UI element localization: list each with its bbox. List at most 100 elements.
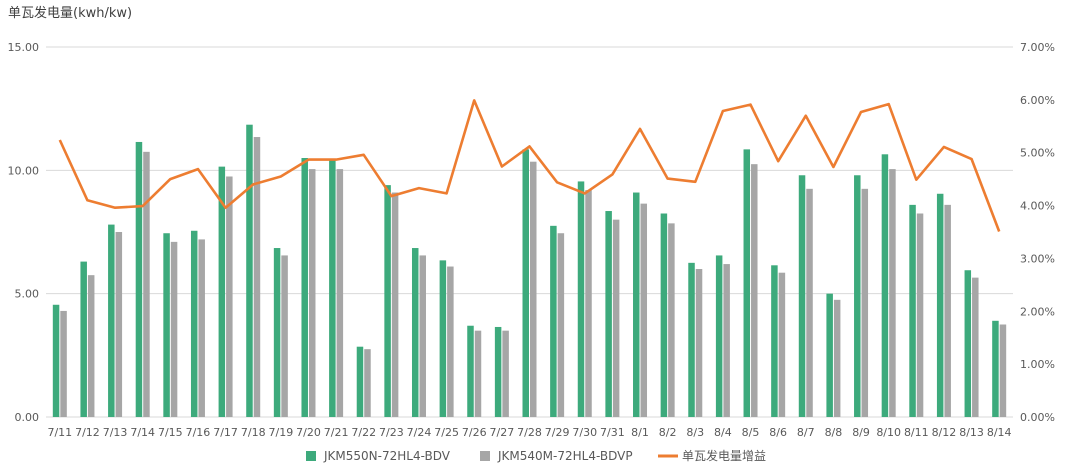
right-tick-label: 1.00% — [1020, 358, 1055, 371]
chart-title: 单瓦发电量(kwh/kw) — [8, 5, 132, 21]
x-tick-label: 8/10 — [876, 426, 901, 439]
x-tick-label: 8/7 — [797, 426, 815, 439]
bar-jkm550n — [550, 225, 557, 417]
left-tick-label: 0.00 — [15, 411, 40, 424]
bar-jkm540m — [861, 188, 869, 417]
left-tick-label: 5.00 — [15, 288, 40, 301]
x-axis: 7/11 7/12 7/13 7/14 7/15 7/16 7/17 7/18 7/19 7/20… — [47, 426, 1011, 439]
right-tick-label: 7.00% — [1020, 41, 1055, 54]
bar-jkm540m — [972, 277, 979, 417]
x-tick-label: 7/13 — [103, 426, 128, 439]
bar-jkm540m — [695, 269, 703, 417]
bar-jkm550n — [384, 185, 391, 417]
bar-jkm540m — [419, 255, 426, 417]
x-tick-label: 8/2 — [659, 426, 677, 439]
x-tick-label: 7/17 — [213, 426, 238, 439]
bar-jkm550n — [715, 255, 723, 417]
x-tick-label: 8/14 — [987, 426, 1012, 439]
right-tick-label: 0.00% — [1020, 411, 1055, 424]
x-tick-label: 7/22 — [351, 426, 376, 439]
bar-jkm550n — [605, 211, 612, 417]
bar-jkm550n — [881, 154, 889, 418]
x-tick-label: 7/14 — [130, 426, 155, 439]
bar-jkm540m — [778, 272, 786, 417]
bar-series — [52, 124, 1007, 418]
gridlines — [46, 46, 1013, 418]
bar-jkm540m — [916, 213, 924, 417]
left-axis: 0.00 5.00 10.00 15.00 — [8, 41, 40, 424]
bar-jkm550n — [411, 248, 419, 417]
bar-jkm540m — [143, 151, 150, 418]
bar-jkm550n — [522, 149, 529, 417]
legend-swatch — [480, 451, 490, 461]
bar-jkm550n — [992, 320, 999, 417]
bar-jkm550n — [743, 149, 751, 417]
legend-label: 单瓦发电量增益 — [682, 448, 766, 463]
x-tick-label: 7/29 — [545, 426, 570, 439]
x-tick-label: 7/11 — [47, 426, 72, 439]
x-tick-label: 8/1 — [631, 426, 649, 439]
bar-jkm540m — [585, 190, 592, 417]
x-tick-label: 8/9 — [852, 426, 870, 439]
bar-jkm550n — [467, 325, 474, 417]
bar-jkm540m — [751, 164, 758, 417]
x-tick-label: 7/24 — [407, 426, 432, 439]
bar-jkm540m — [557, 233, 565, 417]
right-tick-label: 3.00% — [1020, 252, 1055, 265]
bar-jkm550n — [688, 262, 695, 417]
x-tick-label: 8/6 — [769, 426, 787, 439]
legend-label: JKM550N-72HL4-BDV — [323, 449, 451, 463]
x-tick-label: 8/13 — [959, 426, 984, 439]
bar-jkm540m — [640, 203, 648, 417]
bar-jkm540m — [170, 241, 178, 417]
x-tick-label: 7/30 — [572, 426, 597, 439]
bar-jkm550n — [301, 158, 308, 417]
bar-jkm550n — [135, 141, 143, 417]
right-tick-label: 2.00% — [1020, 305, 1055, 318]
x-tick-label: 8/12 — [932, 426, 957, 439]
legend-label: JKM540M-72HL4-BDVP — [497, 449, 633, 463]
bar-jkm550n — [826, 293, 833, 417]
x-tick-label: 7/20 — [296, 426, 321, 439]
bar-jkm550n — [52, 304, 60, 417]
bar-jkm540m — [889, 169, 896, 417]
bar-jkm550n — [246, 124, 253, 417]
bar-jkm540m — [612, 219, 620, 417]
left-tick-label: 15.00 — [8, 41, 40, 54]
bar-jkm540m — [281, 255, 288, 417]
bar-jkm550n — [854, 175, 861, 417]
bar-jkm550n — [108, 224, 115, 417]
bar-jkm550n — [494, 326, 502, 417]
bar-jkm550n — [633, 192, 640, 417]
bar-jkm550n — [771, 265, 778, 417]
right-axis: 0.00% 1.00% 2.00% 3.00% 4.00% 5.00% 6.00% 7.00% — [1020, 41, 1055, 424]
bar-jkm540m — [87, 275, 95, 417]
bar-jkm550n — [80, 261, 87, 417]
bar-jkm550n — [660, 213, 668, 417]
x-tick-label: 8/11 — [904, 426, 929, 439]
x-tick-label: 7/23 — [379, 426, 404, 439]
x-tick-label: 8/5 — [742, 426, 760, 439]
x-tick-label: 7/31 — [600, 426, 625, 439]
bar-jkm550n — [273, 248, 281, 417]
x-tick-label: 7/28 — [517, 426, 542, 439]
bar-jkm550n — [190, 230, 198, 417]
bar-jkm540m — [336, 169, 344, 417]
bar-jkm540m — [60, 310, 67, 417]
gain-line — [58, 99, 1001, 232]
bar-jkm540m — [226, 176, 233, 417]
bar-jkm540m — [391, 192, 399, 417]
bar-jkm550n — [329, 159, 336, 417]
bar-jkm550n — [798, 175, 806, 417]
left-tick-label: 10.00 — [8, 164, 40, 177]
bar-jkm550n — [439, 260, 447, 417]
right-tick-label: 6.00% — [1020, 94, 1055, 107]
legend: JKM550N-72HL4-BDV JKM540M-72HL4-BDVP 单瓦发电量… — [306, 448, 766, 463]
bar-jkm540m — [502, 330, 509, 417]
x-tick-label: 8/8 — [825, 426, 843, 439]
right-tick-label: 4.00% — [1020, 200, 1055, 213]
bar-jkm550n — [163, 233, 170, 417]
bar-jkm540m — [364, 349, 371, 417]
bar-jkm540m — [253, 137, 261, 418]
